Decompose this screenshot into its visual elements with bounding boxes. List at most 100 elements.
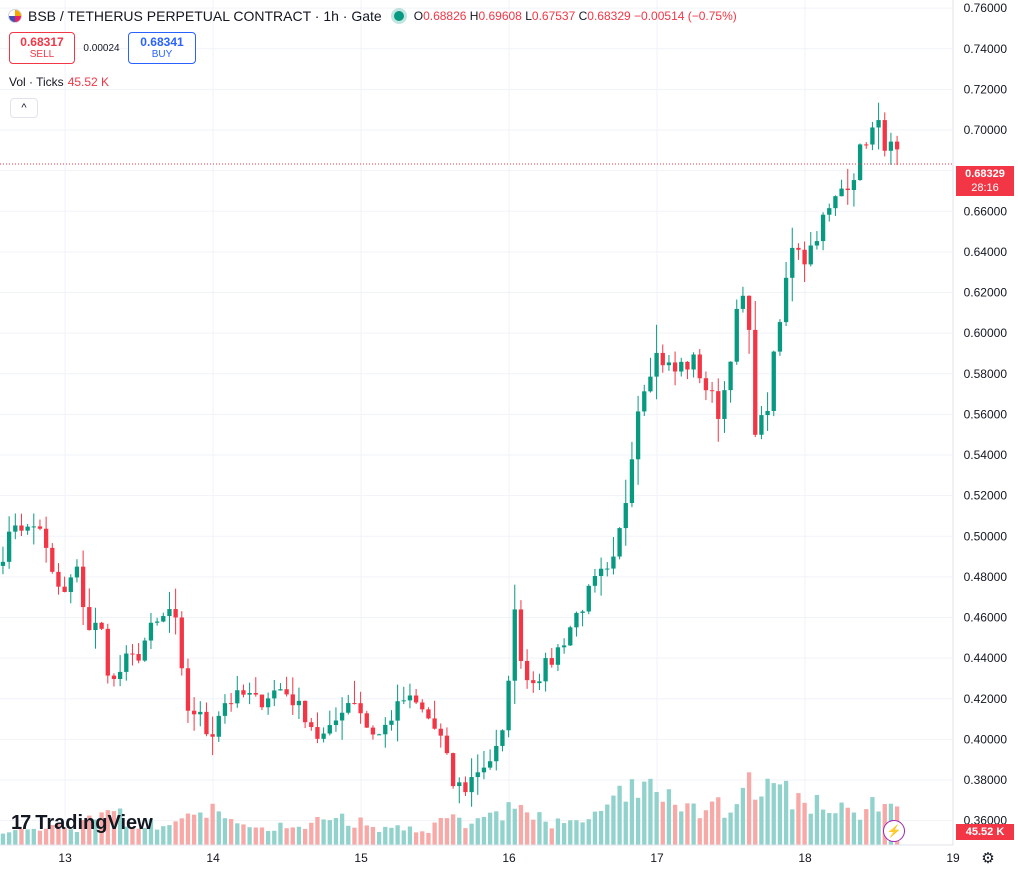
candle-body — [235, 690, 240, 704]
candle-body — [790, 247, 795, 278]
candle-body — [383, 724, 388, 735]
price-tick-label: 0.64000 — [964, 245, 1008, 259]
candle-body — [561, 645, 567, 648]
volume-label: Vol · Ticks — [9, 75, 64, 89]
volume-bar — [204, 817, 209, 845]
volume-bar — [265, 831, 271, 845]
volume-legend[interactable]: Vol · Ticks 45.52 K — [9, 75, 109, 89]
candle-body — [537, 681, 542, 684]
candle-body — [265, 698, 271, 708]
candle-body — [210, 734, 215, 737]
collapse-legend-button[interactable]: ^ — [10, 98, 38, 118]
candle-body — [839, 188, 844, 197]
volume-bar — [62, 827, 67, 845]
volume-bar — [352, 827, 357, 845]
candle-body — [111, 675, 117, 679]
candle-body — [734, 308, 739, 362]
candle-body — [531, 680, 536, 684]
lightning-icon[interactable]: ⚡ — [883, 820, 905, 842]
candle-body — [228, 703, 234, 705]
candle-body — [413, 695, 419, 703]
candle-body — [888, 141, 894, 151]
volume-bar — [339, 813, 345, 845]
candle-body — [198, 711, 203, 715]
volume-bar — [457, 817, 462, 845]
candle-body — [130, 653, 135, 655]
candle-body — [93, 622, 98, 631]
volume-bar — [241, 824, 246, 845]
symbol-title[interactable]: BSB / TETHERUS PERPETUAL CONTRACT · 1h ·… — [28, 8, 382, 24]
volume-bar — [19, 829, 24, 845]
candle-body — [302, 700, 308, 723]
volume-bar — [864, 809, 869, 845]
price-tick-label: 0.74000 — [964, 42, 1008, 56]
volume-bar — [327, 820, 332, 845]
sell-button[interactable]: 0.68317 SELL — [9, 32, 75, 64]
candle-body — [401, 700, 406, 702]
candle-body — [327, 725, 332, 734]
market-status-icon[interactable] — [393, 11, 404, 21]
time-tick-label: 14 — [206, 851, 220, 865]
candle-body — [703, 378, 709, 391]
time-tick-label: 15 — [354, 851, 368, 865]
candle-body — [716, 391, 721, 419]
candle-body — [216, 715, 221, 737]
sell-price: 0.68317 — [20, 35, 64, 49]
candle-body — [105, 628, 110, 676]
high-label: H — [469, 9, 479, 23]
volume-bar — [876, 811, 881, 845]
volume-bar — [870, 797, 875, 845]
candle-body — [31, 526, 36, 528]
volume-bar — [783, 780, 789, 845]
volume-bar — [315, 817, 320, 845]
candle-body — [506, 680, 511, 731]
candle-body — [598, 568, 604, 577]
candle-body — [586, 585, 591, 612]
sell-label: SELL — [29, 49, 55, 60]
volume-bar — [796, 793, 801, 845]
volume-bar — [376, 832, 382, 845]
volume-bar — [654, 792, 659, 845]
buy-label: BUY — [151, 49, 173, 60]
volume-bar — [629, 779, 635, 845]
close-label: C — [578, 9, 588, 23]
volume-bar — [259, 827, 265, 845]
volume-bar — [278, 822, 283, 845]
candle-body — [50, 547, 55, 572]
candle-body — [820, 214, 826, 242]
volume-bar — [728, 812, 733, 845]
volume-bar — [6, 832, 12, 845]
candle-body — [469, 777, 474, 793]
volume-bar — [117, 808, 123, 845]
gear-icon[interactable]: ⚙ — [981, 850, 995, 867]
volume-bar — [130, 827, 135, 845]
candle-body — [814, 241, 820, 246]
price-tick-label: 0.62000 — [964, 286, 1008, 300]
volume-bar — [561, 823, 567, 845]
last-price-value: 0.68329 — [965, 168, 1005, 180]
candle-body — [444, 735, 450, 754]
price-tick-label: 0.44000 — [964, 651, 1008, 665]
volume-bar — [370, 826, 376, 845]
price-tick-label: 0.70000 — [964, 123, 1008, 137]
candle-body — [148, 622, 154, 641]
tradingview-logo[interactable]: 17 TradingView — [11, 812, 153, 835]
volume-bar — [481, 816, 487, 845]
candle-body — [672, 362, 678, 372]
candle-body — [512, 609, 517, 681]
candle-body — [56, 571, 61, 587]
volume-bar — [99, 812, 104, 845]
volume-bar — [111, 811, 117, 845]
volume-bar — [74, 832, 80, 845]
candle-body — [161, 616, 166, 622]
candle-body — [475, 772, 480, 778]
buy-button[interactable]: 0.68341 BUY — [128, 32, 196, 64]
volume-bar — [734, 804, 739, 845]
price-axis[interactable]: 0.760000.740000.720000.700000.680000.660… — [964, 1, 1008, 828]
volume-bar — [420, 831, 425, 845]
volume-bar — [790, 809, 795, 845]
volume-bar — [93, 819, 98, 845]
time-tick-label: 18 — [798, 851, 812, 865]
time-axis[interactable]: 13 14 15 16 17 18 19 — [58, 851, 960, 865]
